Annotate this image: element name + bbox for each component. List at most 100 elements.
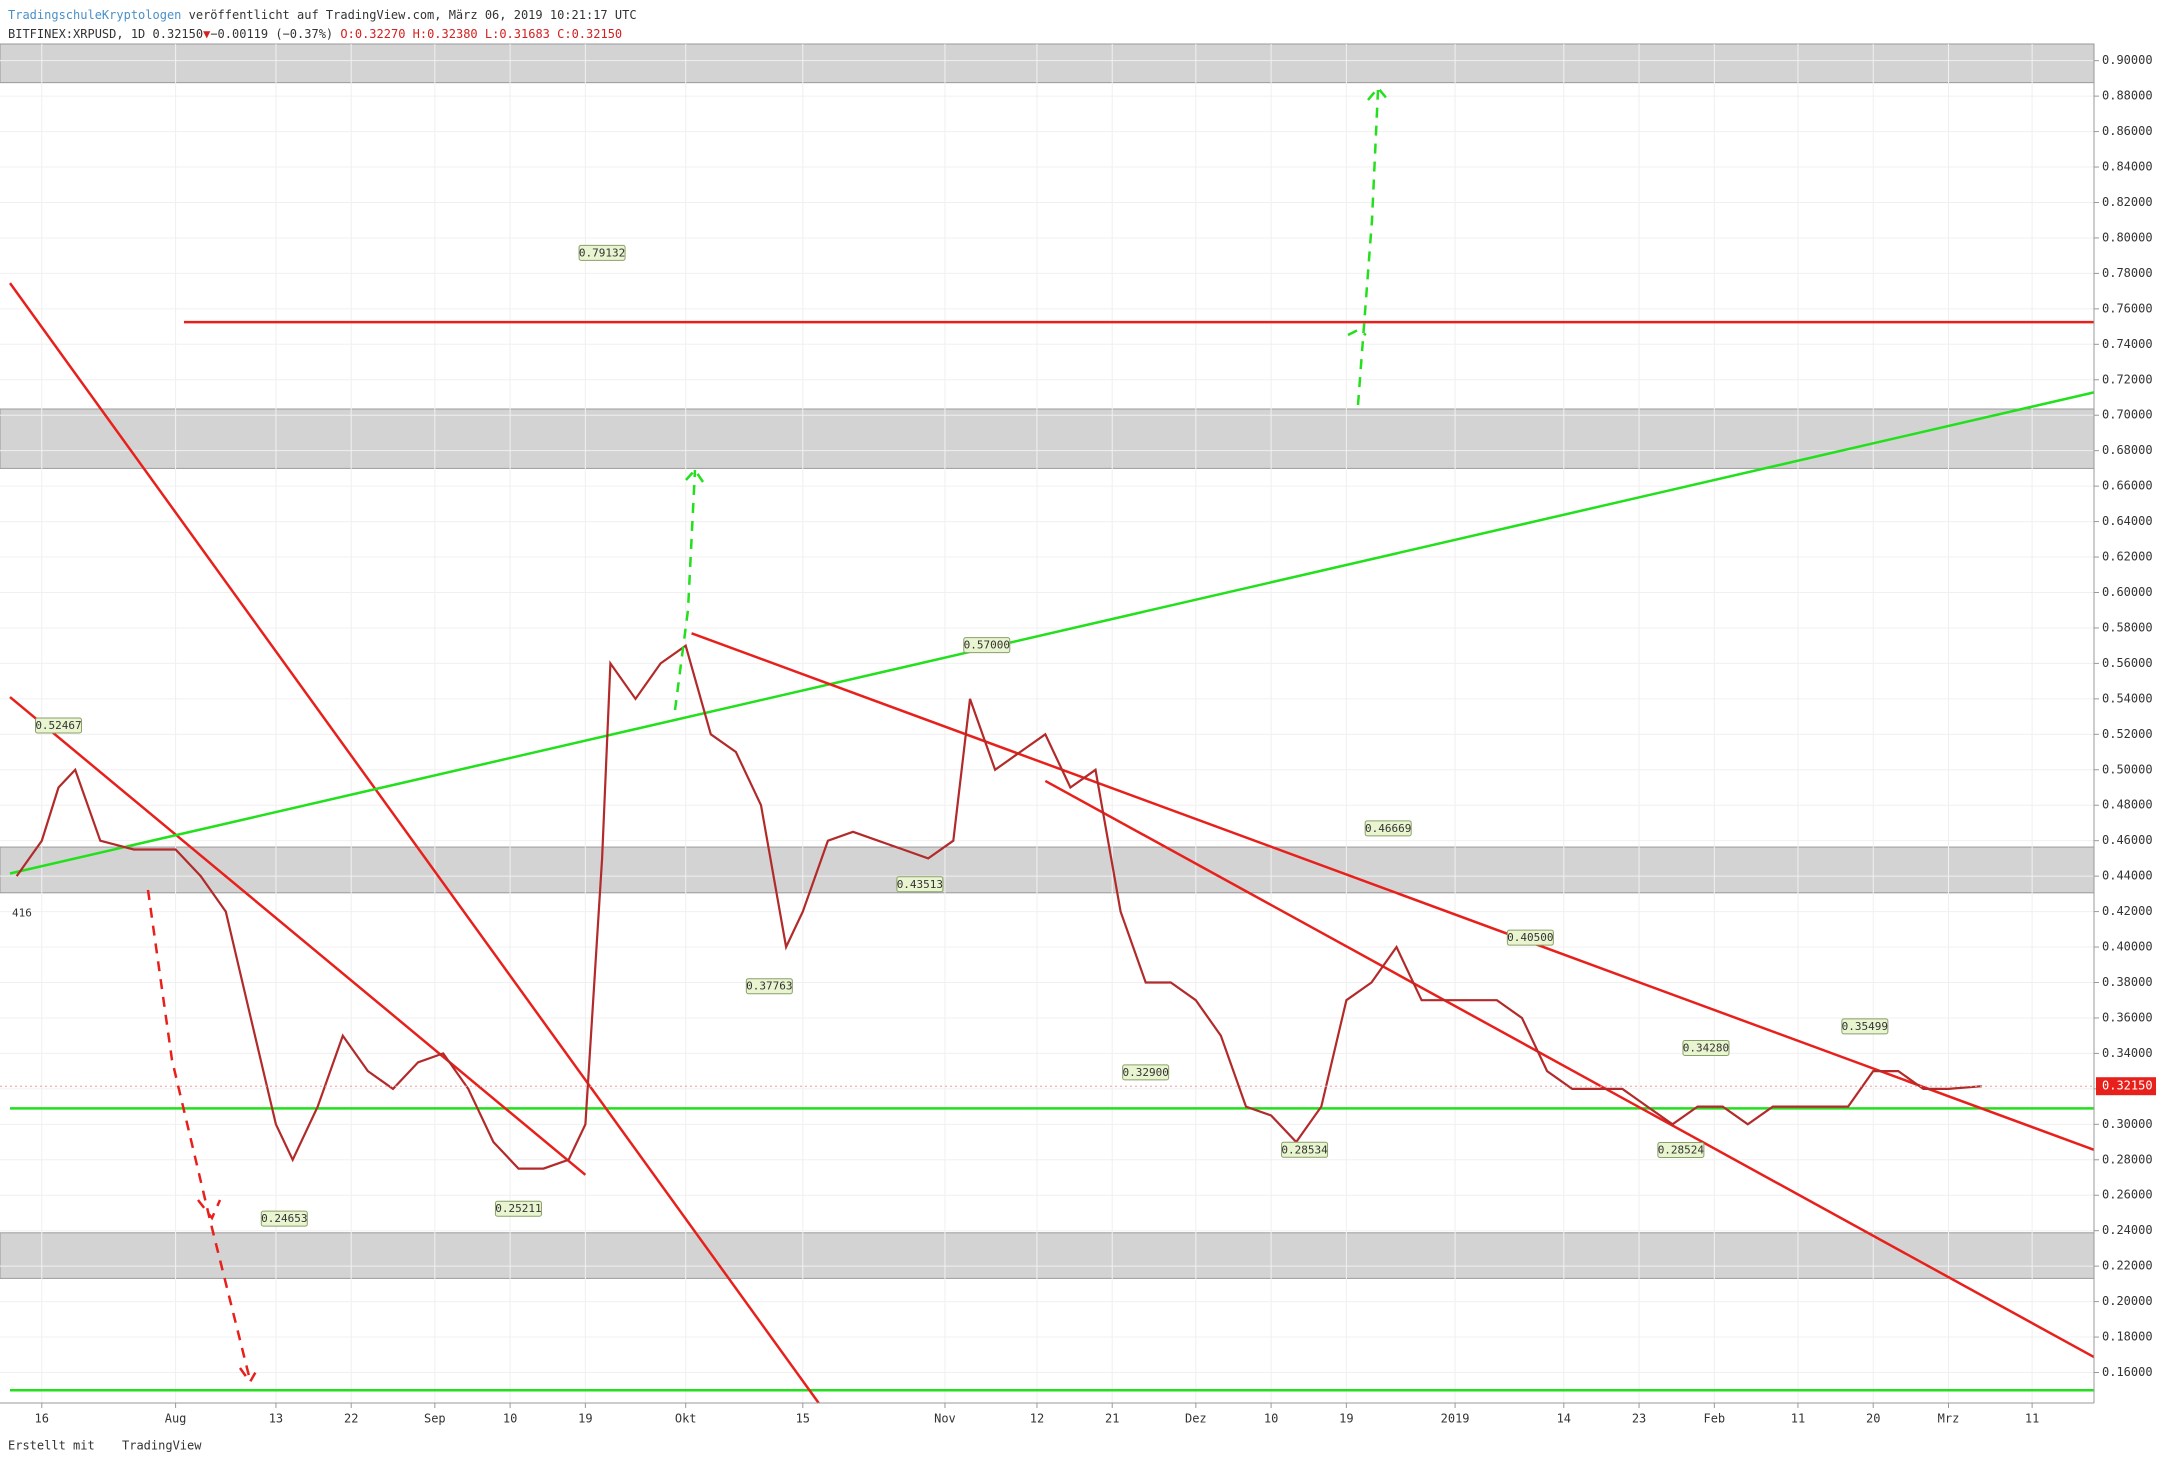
price-annotation: 0.37763 [745, 978, 793, 995]
header-line-1: TradingschuleKryptologen veröffentlicht … [8, 8, 637, 22]
x-tick-label: 11 [2025, 1412, 2039, 1426]
price-annotation: 0.25211 [494, 1200, 542, 1217]
annotation-label: 0.37763 [746, 980, 792, 993]
resistance-zone [0, 1232, 2095, 1279]
annotation-box [896, 876, 944, 893]
price-annotation: 0.35499 [1841, 1018, 1889, 1035]
y-tick-label: 0.80000 [2102, 230, 2153, 244]
x-tick-label: Feb [1703, 1412, 1725, 1426]
annotation-box [1364, 820, 1412, 837]
x-tick-label: 10 [503, 1412, 517, 1426]
x-tick-label: 16 [35, 1412, 49, 1426]
y-tick-label: 0.54000 [2102, 691, 2153, 705]
price-annotation: 0.40500 [1506, 929, 1554, 946]
trend-line [9, 696, 587, 1176]
projection-arrow-down [146, 889, 260, 1385]
y-tick-label: 0.70000 [2102, 408, 2153, 422]
annotation-label: 0.24653 [261, 1212, 307, 1225]
y-tick-label: 0.52000 [2102, 727, 2153, 741]
annotation-box [494, 1200, 542, 1217]
price-annotation: 0.46669 [1364, 820, 1412, 837]
x-tick-label: 21 [1105, 1412, 1119, 1426]
x-tick-label: 12 [1030, 1412, 1044, 1426]
x-tick-label: Aug [165, 1412, 187, 1426]
annotation-box [1657, 1141, 1705, 1158]
y-tick-label: 0.56000 [2102, 656, 2153, 670]
annotation-label: 0.46669 [1365, 822, 1411, 835]
x-tick-label: 22 [344, 1412, 358, 1426]
resistance-zone [0, 846, 2095, 894]
annotation-box [1506, 929, 1554, 946]
annotation-label: 0.28524 [1658, 1143, 1705, 1156]
x-tick-label: Mrz [1938, 1412, 1960, 1426]
y-tick-label: 0.40000 [2102, 940, 2153, 954]
annotation-label: 0.28534 [1281, 1143, 1328, 1156]
y-tick-label: 0.24000 [2102, 1223, 2153, 1237]
annotation-label: 0.32900 [1122, 1066, 1168, 1079]
annotation-box [1682, 1039, 1730, 1056]
x-tick-label: 15 [796, 1412, 810, 1426]
trend-line [8, 282, 820, 1404]
y-tick-label: 0.38000 [2102, 975, 2153, 989]
price-line [15, 643, 1982, 1170]
symbol: BITFINEX:XRPUSD, 1D [8, 27, 145, 41]
y-tick-label: 0.58000 [2102, 620, 2153, 634]
y-tick-label: 0.78000 [2102, 266, 2153, 280]
annotation-label: 0.57000 [964, 639, 1010, 652]
y-tick-label: 0.18000 [2102, 1330, 2153, 1344]
x-tick-label: 10 [1264, 1412, 1278, 1426]
price-annotation: 0.24653 [260, 1210, 308, 1227]
y-tick-label: 0.62000 [2102, 550, 2153, 564]
y-tick-label: 0.64000 [2102, 514, 2153, 528]
footer-brand[interactable]: TradingView [122, 1439, 202, 1453]
published: veröffentlicht auf TradingView.com, März… [189, 8, 637, 22]
y-tick-label: 0.82000 [2102, 195, 2153, 209]
y-tick-label: 0.44000 [2102, 869, 2153, 883]
y-tick-label: 0.84000 [2102, 160, 2153, 174]
ohlc: O:0.32270 H:0.32380 L:0.31683 C:0.32150 [340, 27, 622, 41]
trend-line [1044, 779, 2095, 1359]
x-tick-label: 14 [1557, 1412, 1571, 1426]
last-price-box [2096, 1077, 2156, 1096]
price-annotation: 0.34280 [1682, 1039, 1730, 1056]
y-tick-label: 0.68000 [2102, 443, 2153, 457]
y-tick-label: 0.90000 [2102, 53, 2153, 67]
price-annotation: 0.28524 [1657, 1141, 1705, 1158]
author[interactable]: TradingschuleKryptologen [8, 8, 181, 22]
annotation-label: 0.40500 [1507, 931, 1553, 944]
annotation-label: 0.35499 [1842, 1020, 1888, 1033]
y-tick-label: 0.26000 [2102, 1188, 2153, 1202]
arrow: ▼ [203, 27, 211, 41]
price-annotation: 0.57000 [963, 637, 1011, 654]
annotation-box [260, 1210, 308, 1227]
annotation-label: 0.25211 [495, 1202, 541, 1215]
price: 0.32150 [153, 27, 204, 41]
cut-label: 416 [12, 906, 32, 919]
y-tick-label: 0.42000 [2102, 904, 2153, 918]
y-tick-label: 0.16000 [2102, 1365, 2153, 1379]
change: −0.00119 (−0.37%) [210, 27, 333, 41]
plot-area: 0.16000 0.18000 0.20000 0.22000 0.24000 0.260… [0, 43, 2156, 1426]
price-annotation: 0.52467 [35, 717, 83, 734]
footer-made-with: Erstellt mit [8, 1439, 95, 1453]
annotation-label: 0.43513 [897, 878, 943, 891]
y-tick-label: 0.50000 [2102, 762, 2153, 776]
y-tick-label: 0.20000 [2102, 1294, 2153, 1308]
annotation-box [963, 637, 1011, 654]
resistance-zone [0, 408, 2095, 469]
price-annotation: 0.43513 [896, 876, 944, 893]
annotation-box [1122, 1064, 1170, 1081]
x-tick-label: 19 [1339, 1412, 1353, 1426]
price-annotation: 0.32900 [1122, 1064, 1170, 1081]
annotation-label: 0.52467 [35, 719, 81, 732]
x-tick-label: 20 [1866, 1412, 1880, 1426]
y-tick-label: 0.22000 [2102, 1259, 2153, 1273]
y-tick-label: 0.74000 [2102, 337, 2153, 351]
projection-arrow-up [673, 86, 1389, 711]
x-tick-label: Sep [424, 1412, 446, 1426]
y-tick-label: 0.34000 [2102, 1046, 2153, 1060]
annotation-box [1281, 1141, 1329, 1158]
annotation-label: 0.34280 [1683, 1041, 1729, 1054]
